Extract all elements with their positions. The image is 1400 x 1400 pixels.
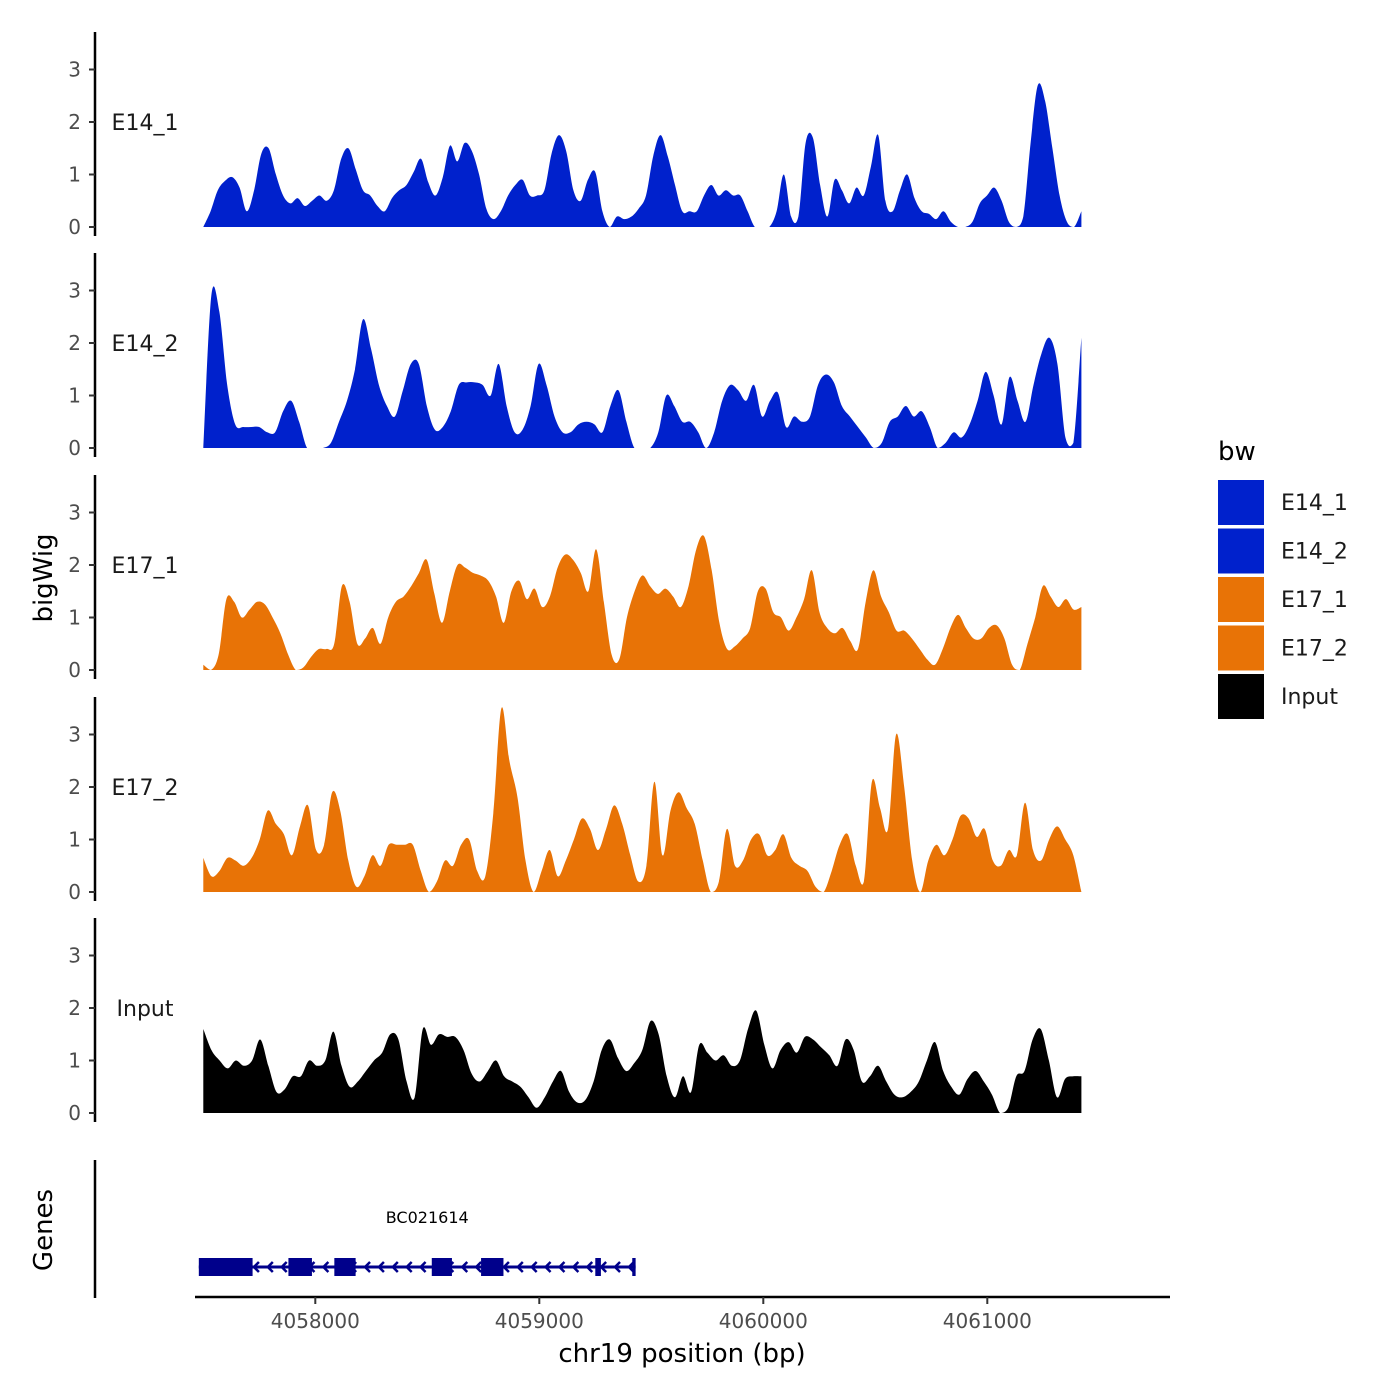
- legend-label-E14_1: E14_1: [1281, 491, 1348, 516]
- legend-swatch-E14_1: [1218, 480, 1264, 525]
- gene-exon: [595, 1258, 601, 1276]
- strand-arrow: [585, 1261, 594, 1273]
- y-axis-title: bigWig: [29, 533, 59, 622]
- gene-exon: [481, 1258, 504, 1276]
- strand-arrow: [502, 1261, 510, 1273]
- track-E17_1: 0 1 2 3 E17_1: [68, 475, 1082, 682]
- y-tick-label: 2: [68, 996, 81, 1020]
- y-tick-label: 3: [68, 501, 81, 525]
- legend-swatch-E14_2: [1218, 528, 1264, 574]
- coverage-tracks: 0 1 2 3 E14_1 0 1 2 3 E14_2 0 1 2 3 E17_1 0 1 2 3 E17_2 0 1 2 3…: [68, 32, 1082, 1125]
- track-label-E17_1: E17_1: [112, 554, 179, 579]
- y-tick-label: 3: [68, 723, 81, 747]
- y-tick-label: 3: [68, 58, 81, 82]
- y-tick-label: 1: [68, 384, 81, 408]
- gene-exon: [431, 1258, 452, 1276]
- y-tick-label: 1: [68, 163, 81, 187]
- y-tick-label: 0: [68, 1101, 81, 1125]
- strand-arrow: [613, 1261, 621, 1273]
- gene-name-label: BC021614: [386, 1208, 469, 1227]
- legend-label-E17_2: E17_2: [1281, 637, 1348, 662]
- track-label-E14_2: E14_2: [112, 332, 179, 357]
- coverage-area-E17_2: [203, 707, 1082, 892]
- legend-swatch-E17_1: [1218, 577, 1264, 622]
- y-tick-label: 3: [68, 944, 81, 968]
- strand-arrow: [391, 1261, 399, 1273]
- y-tick-label: 2: [68, 775, 81, 799]
- y-tick-label: 2: [68, 553, 81, 577]
- strand-arrow: [529, 1261, 538, 1273]
- legend-swatch-Input: [1218, 674, 1264, 719]
- gene-track-title: Genes: [29, 1189, 59, 1271]
- y-tick-label: 1: [68, 1049, 81, 1073]
- strand-arrow: [404, 1261, 413, 1273]
- legend-label-E14_2: E14_2: [1281, 540, 1348, 565]
- strand-arrow: [557, 1261, 566, 1273]
- y-tick-label: 0: [68, 880, 81, 904]
- strand-arrow: [516, 1261, 524, 1273]
- strand-arrow: [266, 1261, 274, 1273]
- y-tick-label: 2: [68, 110, 81, 134]
- track-E17_2: 0 1 2 3 E17_2: [68, 697, 1082, 904]
- legend-title: bw: [1218, 437, 1256, 467]
- track-E14_2: 0 1 2 3 E14_2: [68, 253, 1082, 460]
- strand-arrow: [363, 1261, 371, 1273]
- coverage-area-E14_1: [203, 83, 1082, 227]
- coverage-area-Input: [203, 1010, 1082, 1113]
- y-tick-label: 3: [68, 279, 81, 303]
- gene-exon: [632, 1258, 636, 1276]
- coverage-area-E17_1: [203, 535, 1082, 670]
- track-Input: 0 1 2 3 Input: [68, 918, 1082, 1125]
- legend-swatch-E17_2: [1218, 625, 1264, 671]
- x-tick-label: 4059000: [495, 1309, 584, 1333]
- y-tick-label: 0: [68, 215, 81, 239]
- y-tick-label: 1: [68, 828, 81, 852]
- gene-exon: [334, 1258, 356, 1276]
- track-label-E14_1: E14_1: [112, 111, 179, 136]
- y-tick-label: 2: [68, 331, 81, 355]
- legend-label-Input: Input: [1281, 685, 1338, 710]
- x-axis-title: chr19 position (bp): [558, 1339, 805, 1369]
- strand-arrow: [599, 1261, 608, 1273]
- strand-arrow: [418, 1261, 427, 1273]
- strand-arrow: [460, 1261, 469, 1273]
- strand-arrow: [571, 1261, 580, 1273]
- strand-arrow: [377, 1261, 385, 1273]
- legend-label-E17_1: E17_1: [1281, 588, 1348, 613]
- strand-arrow: [474, 1261, 483, 1273]
- x-tick-label: 4060000: [719, 1309, 808, 1333]
- y-tick-label: 0: [68, 658, 81, 682]
- coverage-area-E14_2: [203, 286, 1082, 448]
- track-E14_1: 0 1 2 3 E14_1: [68, 32, 1082, 239]
- y-tick-label: 1: [68, 606, 81, 630]
- x-tick-label: 4061000: [943, 1309, 1032, 1333]
- strand-arrow: [252, 1261, 260, 1273]
- strand-arrow: [279, 1261, 288, 1273]
- x-axis: 4058000 4059000 4060000 4061000: [195, 1295, 1170, 1333]
- gene-exon: [288, 1258, 312, 1276]
- x-tick-label: 4058000: [271, 1309, 360, 1333]
- legend: bw E14_1 E14_2 E17_1 E17_2 Input: [1218, 437, 1348, 719]
- strand-arrow: [543, 1261, 552, 1273]
- y-tick-label: 0: [68, 436, 81, 460]
- strand-arrow: [627, 1261, 635, 1273]
- track-label-Input: Input: [117, 997, 174, 1022]
- track-label-E17_2: E17_2: [112, 776, 179, 801]
- gene-exon: [198, 1258, 253, 1276]
- gene-track: BC021614: [93, 1160, 636, 1298]
- strand-arrow: [321, 1261, 330, 1273]
